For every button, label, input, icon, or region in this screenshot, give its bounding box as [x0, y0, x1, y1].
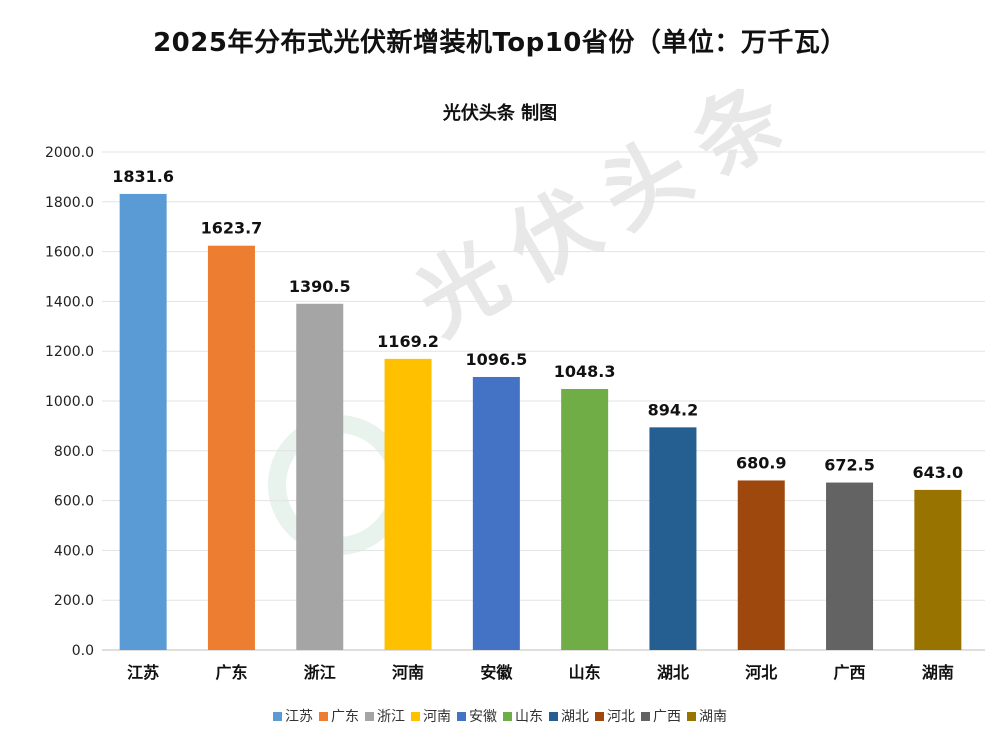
legend-label: 广东: [331, 709, 359, 725]
data-label: 680.9: [736, 453, 787, 472]
x-category-label: 广西: [834, 663, 866, 682]
data-label: 643.0: [913, 463, 964, 482]
legend-item: 湖北: [549, 706, 589, 726]
legend-item: 湖南: [687, 706, 727, 726]
bar: [472, 376, 520, 650]
bar: [737, 480, 785, 650]
data-label: 1048.3: [554, 362, 616, 381]
legend-swatch: [411, 712, 420, 721]
y-tick-label: 600.0: [54, 494, 94, 510]
legend-label: 河北: [607, 709, 635, 725]
legend-label: 安徽: [469, 709, 497, 725]
legend-label: 广西: [653, 709, 681, 725]
legend-swatch: [273, 712, 282, 721]
y-tick-label: 1200.0: [45, 344, 94, 360]
data-label: 1096.5: [465, 350, 527, 369]
x-category-label: 广东: [215, 663, 247, 682]
data-label: 1623.7: [201, 219, 263, 238]
legend-item: 河南: [411, 706, 451, 726]
legend-label: 山东: [515, 709, 543, 725]
legend-item: 江苏: [273, 706, 313, 726]
data-label: 1831.6: [112, 167, 174, 186]
data-label: 894.2: [648, 400, 699, 419]
bar: [296, 303, 344, 650]
y-tick-label: 0.0: [72, 643, 94, 659]
bar: [826, 482, 874, 650]
x-category-label: 湖南: [922, 663, 954, 682]
legend-swatch: [549, 712, 558, 721]
y-tick-label: 2000.0: [45, 145, 94, 161]
bar: [561, 388, 609, 650]
legend-swatch: [319, 712, 328, 721]
bar: [207, 245, 255, 650]
legend-item: 广东: [319, 706, 359, 726]
bar: [914, 489, 962, 650]
legend-swatch: [641, 712, 650, 721]
legend-item: 浙江: [365, 706, 405, 726]
legend-label: 湖北: [561, 709, 589, 725]
legend-swatch: [595, 712, 604, 721]
x-category-label: 安徽: [480, 663, 513, 682]
x-category-label: 河南: [392, 663, 424, 682]
y-tick-label: 800.0: [54, 444, 94, 460]
legend-label: 湖南: [699, 709, 727, 725]
legend-label: 江苏: [285, 709, 313, 725]
x-category-label: 浙江: [304, 663, 336, 682]
legend-swatch: [687, 712, 696, 721]
legend-swatch: [365, 712, 374, 721]
legend-item: 山东: [503, 706, 543, 726]
bar: [384, 358, 432, 650]
legend-item: 河北: [595, 706, 635, 726]
x-category-label: 山东: [569, 663, 601, 682]
legend-label: 浙江: [377, 709, 405, 725]
legend-label: 河南: [423, 709, 451, 725]
legend-item: 广西: [641, 706, 681, 726]
y-tick-label: 1400.0: [45, 294, 94, 310]
legend-swatch: [457, 712, 466, 721]
chart-subtitle: 光伏头条 制图: [442, 103, 558, 124]
bar: [649, 427, 697, 650]
y-tick-label: 1000.0: [45, 394, 94, 410]
y-tick-label: 400.0: [54, 543, 94, 559]
bar: [119, 193, 167, 651]
chart-legend: 江苏 广东 浙江 河南 安徽 山东 湖北 河北 广西 湖南: [0, 706, 1000, 726]
y-tick-label: 200.0: [54, 593, 94, 609]
x-category-label: 江苏: [127, 663, 159, 682]
y-tick-label: 1600.0: [45, 245, 94, 261]
x-category-label: 河北: [745, 663, 777, 682]
legend-swatch: [503, 712, 512, 721]
data-label: 1169.2: [377, 332, 439, 351]
y-tick-label: 1800.0: [45, 195, 94, 211]
chart-title: 2025年分布式光伏新增装机Top10省份（单位：万千瓦）: [153, 28, 847, 58]
x-category-label: 湖北: [657, 663, 689, 682]
data-label: 1390.5: [289, 277, 351, 296]
data-label: 672.5: [824, 456, 875, 475]
legend-item: 安徽: [457, 706, 497, 726]
